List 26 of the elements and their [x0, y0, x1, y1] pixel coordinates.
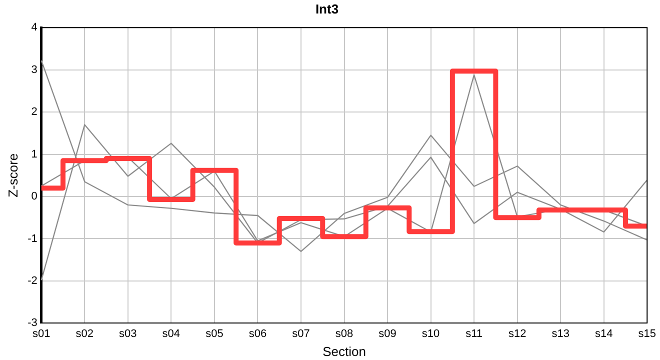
- x-tick-label: s05: [206, 328, 224, 340]
- y-tick-label: -3: [28, 317, 38, 330]
- y-tick-label: 3: [31, 64, 38, 76]
- x-tick-label: s02: [76, 328, 94, 340]
- y-tick-label: -1: [28, 232, 38, 245]
- y-tick-label: 1: [31, 148, 38, 160]
- x-tick-label: s15: [638, 328, 656, 340]
- x-tick-label: s09: [378, 328, 396, 340]
- x-tick-label: s13: [552, 328, 570, 340]
- x-tick-label: s12: [508, 328, 526, 340]
- x-axis-title: Section: [322, 344, 366, 359]
- x-tick-label: s01: [32, 328, 50, 340]
- y-tick-label: 4: [31, 22, 38, 34]
- x-tick-label: s10: [422, 328, 440, 340]
- y-tick-label: 2: [31, 106, 38, 118]
- x-tick-label: s08: [335, 328, 354, 340]
- y-axis-title: Z-score: [5, 153, 20, 198]
- y-tick-label: -2: [28, 275, 38, 288]
- x-tick-label: s14: [594, 328, 613, 340]
- y-tick-label: 0: [31, 190, 38, 203]
- x-tick-label: s06: [248, 328, 267, 340]
- x-tick-label: s03: [119, 328, 137, 340]
- x-tick-label: s04: [162, 328, 180, 340]
- chart-title: Int3: [315, 1, 339, 16]
- x-tick-label: s11: [466, 328, 483, 340]
- x-tick-label: s07: [292, 328, 310, 340]
